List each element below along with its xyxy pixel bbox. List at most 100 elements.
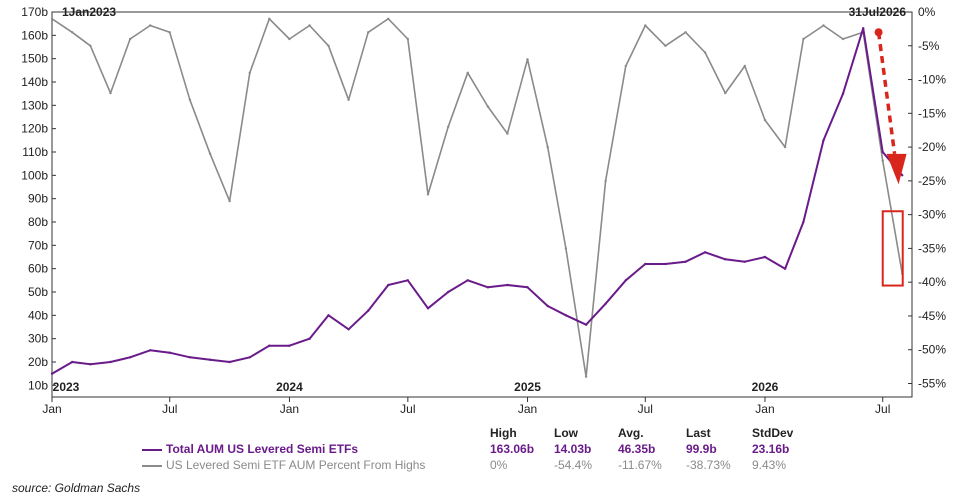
stat-aum-low: 14.03b xyxy=(554,442,592,456)
left-tick-label-3: 40b xyxy=(28,308,48,322)
aum-point-15 xyxy=(347,328,350,331)
left-tick-label-1: 20b xyxy=(28,355,48,369)
stat-pct-avg: -11.67% xyxy=(618,458,662,472)
pct-point-24 xyxy=(526,58,529,61)
right-tick-label-7: -35% xyxy=(918,241,946,255)
aum-point-28 xyxy=(604,302,607,305)
x-tick-label-4: Jan xyxy=(518,402,537,416)
aum-point-16 xyxy=(367,309,370,312)
left-tick-label-11: 120b xyxy=(21,122,48,136)
pct-point-32 xyxy=(684,31,687,34)
aum-point-14 xyxy=(327,314,330,317)
aum-point-25 xyxy=(546,304,549,308)
stat-pct-stddev: 9.43% xyxy=(752,458,787,472)
pct-point-35 xyxy=(743,64,746,68)
pct-point-34 xyxy=(724,91,727,95)
left-tick-label-10: 110b xyxy=(22,145,48,159)
aum-point-33 xyxy=(703,251,707,254)
aum-point-20 xyxy=(447,290,450,294)
legend-label-aum: Total AUM US Levered Semi ETFs xyxy=(166,442,359,456)
stat-header-avg: Avg. xyxy=(618,426,644,440)
right-tick-label-4: -20% xyxy=(918,140,946,154)
pct-point-3 xyxy=(109,91,112,95)
pct-point-30 xyxy=(644,24,647,27)
pct-point-40 xyxy=(841,37,845,41)
right-tick-label-8: -40% xyxy=(918,275,946,289)
right-tick-label-6: -30% xyxy=(918,208,946,222)
pct-point-1 xyxy=(71,31,74,34)
pct-point-22 xyxy=(486,105,490,108)
aum-point-40 xyxy=(841,92,845,95)
year-label-2023: 2023 xyxy=(53,380,80,394)
pct-point-19 xyxy=(426,193,430,196)
x-tick-label-1: Jul xyxy=(162,402,177,416)
aum-point-9 xyxy=(228,360,231,364)
pct-point-20 xyxy=(447,125,450,128)
aum-point-42 xyxy=(881,150,884,154)
aum-point-7 xyxy=(188,356,192,359)
stat-aum-high: 163.06b xyxy=(490,442,535,456)
pct-point-17 xyxy=(387,17,390,20)
right-tick-label-5: -25% xyxy=(918,174,946,188)
aum-point-37 xyxy=(783,267,787,270)
aum-point-26 xyxy=(564,314,568,317)
left-tick-label-2: 30b xyxy=(28,332,48,346)
aum-point-8 xyxy=(208,358,212,361)
source-note: source: Goldman Sachs xyxy=(12,481,141,495)
pct-point-37 xyxy=(783,145,787,149)
stat-pct-low: -54.4% xyxy=(554,458,593,472)
pct-point-23 xyxy=(506,132,509,135)
left-tick-label-15: 160b xyxy=(21,28,48,42)
pct-point-2 xyxy=(89,44,92,47)
x-tick-label-5: Jul xyxy=(638,402,653,416)
right-tick-label-11: -55% xyxy=(918,376,946,390)
aum-point-21 xyxy=(466,279,469,282)
series-line-pct-from-highs xyxy=(51,17,903,378)
pct-point-27 xyxy=(584,375,588,378)
left-tick-label-13: 140b xyxy=(21,75,48,89)
x-tick-label-7: Jul xyxy=(875,402,890,416)
pct-point-10 xyxy=(248,71,251,75)
left-tick-label-16: 170b xyxy=(21,5,48,19)
left-tick-label-6: 70b xyxy=(28,238,48,252)
pct-point-31 xyxy=(664,44,667,47)
pct-point-18 xyxy=(406,37,409,41)
pct-point-8 xyxy=(208,152,212,155)
left-tick-label-12: 130b xyxy=(21,98,48,112)
left-tick-label-0: 10b xyxy=(28,378,48,392)
pct-point-26 xyxy=(564,247,568,250)
aum-point-11 xyxy=(268,344,271,347)
legend-swatch-aum xyxy=(142,449,162,451)
pct-point-6 xyxy=(168,31,171,34)
aum-point-22 xyxy=(486,286,490,289)
aum-point-30 xyxy=(644,262,647,266)
series-line-aum xyxy=(51,27,903,375)
pct-point-13 xyxy=(308,24,311,27)
pct-point-29 xyxy=(624,64,627,68)
x-tick-label-6: Jan xyxy=(755,402,774,416)
aum-point-5 xyxy=(149,349,152,352)
stat-pct-high: 0% xyxy=(490,458,508,472)
aum-point-32 xyxy=(684,260,687,263)
pct-point-33 xyxy=(703,51,707,54)
stat-aum-last: 99.9b xyxy=(686,442,717,456)
aum-point-2 xyxy=(89,363,92,366)
year-label-2024: 2024 xyxy=(276,380,303,394)
aum-point-24 xyxy=(526,286,529,289)
aum-point-43 xyxy=(901,174,904,177)
aum-point-31 xyxy=(664,262,667,266)
plot-area-border xyxy=(51,11,913,398)
stat-aum-avg: 46.35b xyxy=(618,442,656,456)
pct-point-14 xyxy=(327,44,330,47)
left-tick-label-8: 90b xyxy=(28,192,48,206)
year-label-2025: 2025 xyxy=(514,380,541,394)
right-tick-label-3: -15% xyxy=(918,106,946,120)
left-tick-label-9: 100b xyxy=(21,168,48,182)
aum-point-35 xyxy=(743,260,746,263)
pct-point-0 xyxy=(50,17,54,20)
pct-point-28 xyxy=(604,179,607,183)
left-tick-label-14: 150b xyxy=(21,52,48,66)
right-tick-label-9: -45% xyxy=(918,309,946,323)
aum-point-0 xyxy=(50,372,54,375)
aum-point-41 xyxy=(862,27,865,30)
